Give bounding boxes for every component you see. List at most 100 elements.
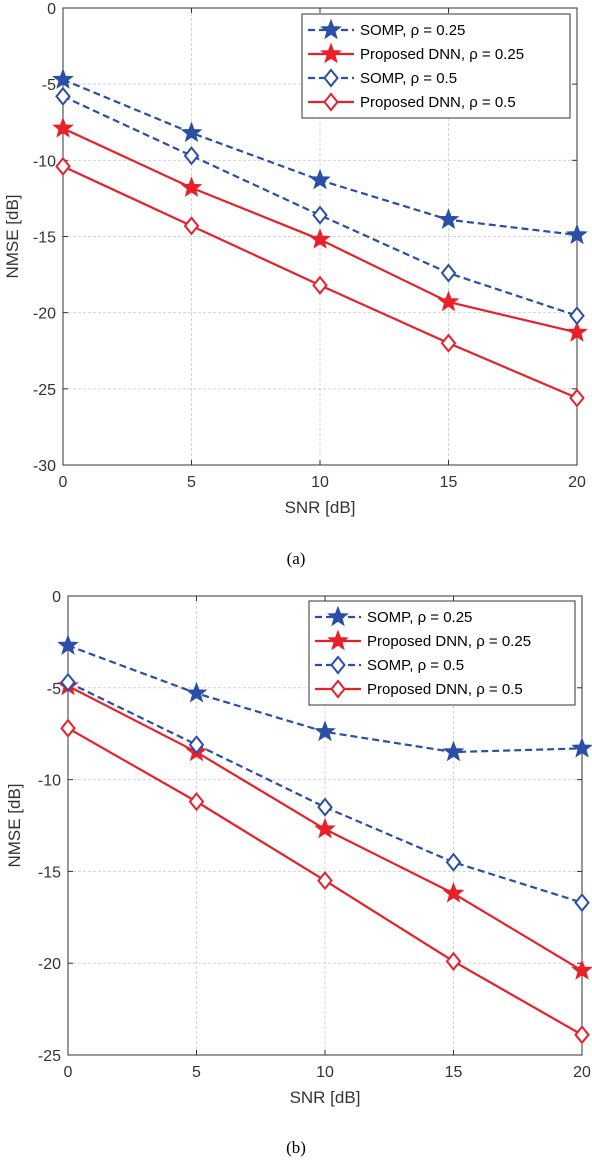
c0-x-tick-label: 15	[440, 474, 458, 491]
c1-series-0-point-2	[314, 720, 336, 742]
c1-series-3-point-1	[188, 792, 205, 812]
chart-a-canvas: 0 5 10 15 20 -30 -25 -20 -15 -10 -5 0 SNR [dB] NMSE […	[3, 1, 588, 517]
c0-legend-marker-3	[323, 92, 339, 112]
c0-legend-label-0: SOMP, ρ = 0.25	[360, 22, 465, 39]
c1-series-2-point-0	[60, 672, 76, 692]
c1-series-3-point-2	[317, 870, 333, 891]
c0-ticks: 0 5 10 15 20 -30 -25 -20 -15 -10 -5 0	[33, 1, 586, 491]
c1-series-3-point-4	[574, 1025, 590, 1045]
c1-axes-frame	[67, 595, 583, 1056]
c0-series-1-point-1	[180, 176, 203, 197]
c0-y-tick-label: 0	[47, 1, 56, 18]
c1-y-tick-label: -25	[38, 1048, 61, 1065]
c0-series-2-point-1	[183, 146, 200, 166]
c1-legend-label-1: Proposed DNN, ρ = 0.25	[367, 633, 531, 650]
c0-legend-label-3: Proposed DNN, ρ = 0.5	[360, 94, 516, 111]
c1-legend-box	[308, 600, 576, 706]
c1-series-2-point-1	[188, 735, 205, 755]
chart-b: 0 5 10 15 20 -25 -20 -15 -10 -5 0 SNR [dB] NMSE [dB]…	[0, 585, 592, 1130]
c1-x-axis-label: SNR [dB]	[290, 1088, 361, 1107]
chart-a: 0 5 10 15 20 -30 -25 -20 -15 -10 -5 0 SNR [dB] NMSE […	[0, 0, 592, 545]
c1-series-1-point-2	[314, 817, 336, 839]
c1-x-tick-label: 20	[573, 1064, 591, 1081]
c1-legend-marker-0	[327, 605, 349, 627]
c0-x-tick-label: 20	[568, 474, 586, 491]
c1-y-tick-label: -20	[38, 956, 61, 973]
c1-series-2	[60, 672, 590, 913]
c0-x-tick-label: 5	[187, 474, 196, 491]
c0-y-tick-label: -15	[33, 230, 56, 247]
c1-y-tick-label: -5	[47, 681, 61, 698]
c0-y-tick-label: -20	[33, 306, 56, 323]
c1-series-0-line	[67, 644, 583, 754]
c0-series-3-point-3	[440, 333, 457, 353]
c0-series-3-point-0	[55, 156, 71, 177]
c1-series-2-point-2	[317, 797, 333, 817]
c1-series-0-point-3	[442, 740, 465, 762]
c1-x-tick-label: 5	[192, 1064, 201, 1081]
c1-legend-marker-2	[330, 655, 346, 675]
c0-legend-marker-2	[323, 68, 339, 88]
c0-legend-marker-0	[320, 18, 342, 40]
c1-y-tick-label: -15	[38, 864, 61, 881]
c0-series-0-point-0	[52, 68, 74, 89]
c1-series-2-point-3	[445, 852, 462, 872]
c0-series-2-line	[62, 95, 578, 317]
c0-series-2	[55, 86, 585, 326]
caption-b: (b)	[286, 1138, 306, 1157]
c0-legend-label-1: Proposed DNN, ρ = 0.25	[360, 46, 524, 63]
c0-series-3	[55, 156, 585, 408]
c0-series-3-point-4	[569, 388, 585, 408]
c0-x-tick-label: 10	[311, 474, 329, 491]
c1-y-axis-label: NMSE [dB]	[5, 783, 24, 867]
c1-series-3	[60, 718, 590, 1045]
c0-series-0-point-1	[180, 121, 203, 143]
c1-ticks: 0 5 10 15 20 -25 -20 -15 -10 -5 0	[38, 589, 591, 1081]
c0-y-tick-label: -30	[33, 458, 56, 475]
c0-y-tick-label: -25	[33, 382, 56, 399]
c1-series-0-point-1	[185, 681, 208, 703]
c0-legend-box	[301, 13, 571, 119]
c0-series-1-point-0	[52, 116, 74, 138]
c0-legend-label-2: SOMP, ρ = 0.5	[360, 70, 457, 87]
c0-legend-marker-1	[320, 42, 342, 64]
c1-y-tick-label: 0	[52, 589, 61, 606]
c1-x-tick-label: 0	[64, 1064, 73, 1081]
c0-y-axis-label: NMSE [dB]	[3, 194, 22, 278]
c1-y-tick-label: -10	[38, 773, 61, 790]
c1-legend-marker-1	[327, 629, 349, 651]
c0-y-tick-label: -5	[42, 77, 56, 94]
c0-series-1-point-3	[437, 290, 460, 312]
c1-legend-marker-3	[330, 679, 346, 699]
c0-series-2-point-3	[440, 263, 457, 283]
chart-b-canvas: 0 5 10 15 20 -25 -20 -15 -10 -5 0 SNR [dB] NMSE [dB]…	[5, 589, 592, 1107]
c0-series-0-point-3	[437, 208, 460, 229]
c0-y-tick-label: -10	[33, 153, 56, 170]
c1-series-0-point-4	[571, 736, 592, 758]
c0-x-axis-label: SNR [dB]	[285, 498, 356, 517]
c1-legend-label-0: SOMP, ρ = 0.25	[367, 609, 472, 626]
c1-legend-label-2: SOMP, ρ = 0.5	[367, 657, 464, 674]
caption-a: (a)	[286, 549, 306, 568]
c0-series-3-point-1	[183, 216, 200, 236]
c0-series-1-point-2	[309, 228, 331, 249]
c0-legend: SOMP, ρ = 0.25 Proposed DNN, ρ = 0.25 SOMP…	[301, 13, 571, 119]
c0-series-2-point-0	[55, 86, 71, 106]
c0-series-3-point-2	[312, 275, 328, 295]
c0-series-2-point-2	[312, 205, 328, 225]
c1-series-0	[57, 634, 592, 762]
c1-x-tick-label: 15	[445, 1064, 463, 1081]
c0-series-0-point-2	[309, 168, 331, 190]
c0-series-0-point-4	[566, 223, 588, 245]
c1-series-3-point-3	[445, 951, 462, 971]
c1-legend-label-3: Proposed DNN, ρ = 0.5	[367, 681, 523, 698]
c1-series-3-point-0	[60, 718, 76, 738]
c1-series-0-point-0	[57, 634, 79, 655]
c0-series-1-point-4	[566, 321, 588, 342]
c0-series-1	[52, 116, 588, 342]
c1-series-2-point-4	[574, 893, 590, 913]
c0-series-2-point-4	[569, 306, 585, 326]
c1-series-1-point-3	[442, 882, 465, 903]
c1-series-1-point-4	[571, 959, 592, 980]
c1-legend: SOMP, ρ = 0.25 Proposed DNN, ρ = 0.25 SOMP…	[308, 600, 576, 706]
